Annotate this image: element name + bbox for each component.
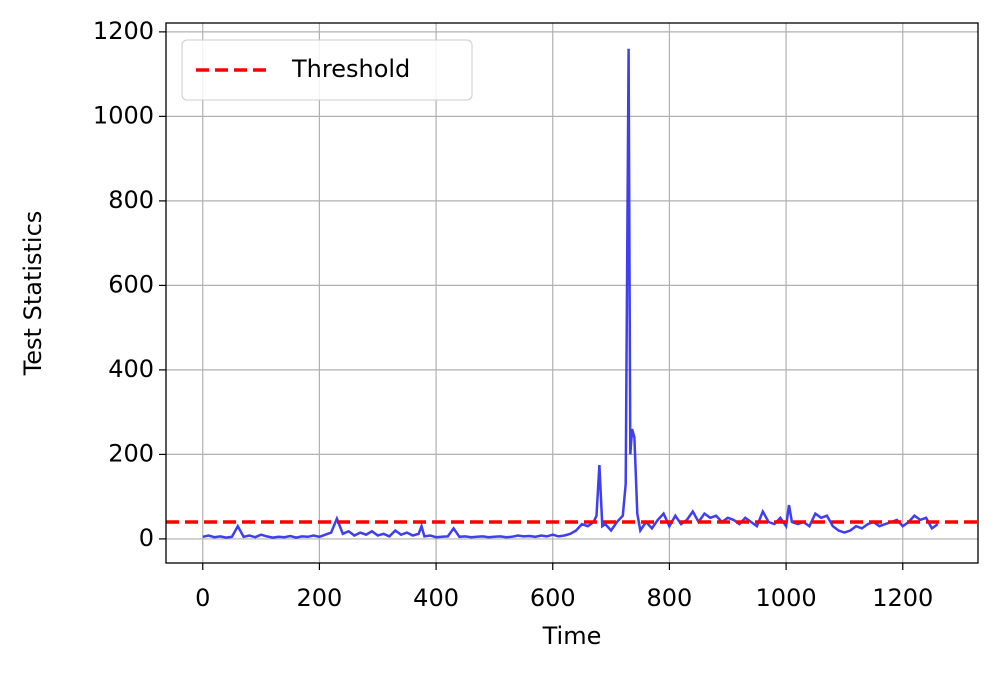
y-tick-label: 0: [139, 524, 154, 552]
y-axis-label: Test Statistics: [19, 211, 47, 377]
y-tick-label: 400: [108, 355, 154, 383]
x-axis-label: Time: [542, 622, 602, 650]
y-tick-label: 800: [108, 186, 154, 214]
legend-label: Threshold: [291, 55, 410, 83]
x-tick-label: 1200: [872, 584, 933, 612]
x-tick-label: 800: [647, 584, 693, 612]
y-tick-label: 1200: [93, 17, 154, 45]
x-tick-label: 200: [297, 584, 343, 612]
legend-box: [181, 39, 473, 101]
x-tick-label: 400: [413, 584, 459, 612]
x-tick-label: 0: [195, 584, 210, 612]
x-tick-label: 1000: [756, 584, 817, 612]
frame: [165, 22, 979, 564]
y-tick-label: 200: [108, 439, 154, 467]
y-tick-label: 600: [108, 270, 154, 298]
y-tick-label: 1000: [93, 101, 154, 129]
x-tick-label: 600: [530, 584, 576, 612]
data-line: [202, 48, 939, 539]
